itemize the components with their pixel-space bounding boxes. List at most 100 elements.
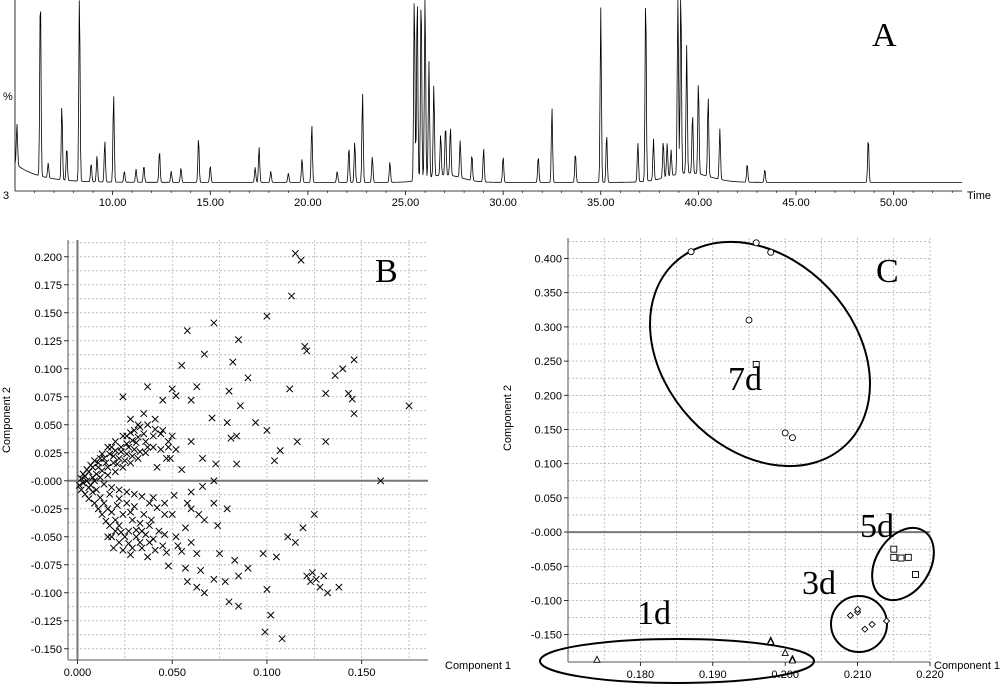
loading-point <box>322 389 330 397</box>
y-tick-label: -0.000 <box>531 527 562 539</box>
loading-point <box>377 477 385 485</box>
time-tick-label: 20.00 <box>294 197 322 209</box>
loadings-plot-panel: 0.200 0.175 0.150 0.125 0.100 0.075 0.050 0.025… <box>1 240 511 679</box>
loading-point <box>113 501 121 509</box>
loading-point <box>183 327 191 335</box>
y-tick-label: 0.400 <box>534 254 562 266</box>
loading-point <box>244 564 252 572</box>
loading-point <box>210 319 218 327</box>
loading-point <box>115 538 123 546</box>
loading-point <box>187 488 195 496</box>
loading-point <box>291 249 299 257</box>
loading-point <box>134 433 142 441</box>
loading-point <box>252 419 260 427</box>
loading-point <box>198 482 207 490</box>
loading-point <box>178 547 186 555</box>
loadings-x-axis-label: Component 1 <box>445 660 511 672</box>
loading-point <box>178 466 186 474</box>
loading-point <box>96 454 104 462</box>
score-point-triangle <box>766 637 775 645</box>
x-tick-label: 0.150 <box>348 667 376 679</box>
loading-point <box>136 519 144 527</box>
scores-x-axis-label: Component 1 <box>934 660 1000 672</box>
loading-point <box>331 371 339 380</box>
loading-point <box>301 342 309 350</box>
time-tick-label: 30.00 <box>489 197 517 209</box>
score-point-triangle <box>781 648 789 656</box>
y-tick-label: 0.150 <box>534 424 562 436</box>
loading-point <box>324 589 332 597</box>
loading-point <box>136 423 144 431</box>
panel-label-b: B <box>375 253 398 290</box>
y-tick-label: 0.200 <box>534 390 562 402</box>
y-tick-label: 0.350 <box>534 288 562 300</box>
loading-point <box>297 256 305 264</box>
scores-y-ticks: 0.400 0.350 0.300 0.250 0.200 0.150 0.100 0.050… <box>531 254 568 642</box>
loading-point <box>193 583 201 591</box>
loading-point <box>132 526 140 534</box>
loading-point <box>77 475 85 483</box>
score-point-circle <box>767 248 775 256</box>
loading-point <box>108 533 116 541</box>
loading-point <box>159 426 167 434</box>
group-label-5d: 5d <box>860 508 894 545</box>
loading-point <box>94 505 102 513</box>
loading-point <box>100 480 108 488</box>
loading-point <box>132 533 140 541</box>
loading-point <box>303 572 311 580</box>
loading-point <box>144 383 152 391</box>
loading-point <box>200 589 208 597</box>
loading-point <box>157 430 165 438</box>
y-tick-label: 0.200 <box>34 252 62 264</box>
loading-point <box>125 527 133 535</box>
loading-point <box>193 383 201 391</box>
loading-point <box>312 575 320 583</box>
ellipse-7d <box>649 240 871 468</box>
score-point-circle <box>781 429 789 437</box>
loading-point <box>200 516 208 524</box>
loading-point <box>344 389 352 397</box>
panel-label-c: C <box>876 253 899 290</box>
y-tick-label: -0.100 <box>31 588 62 600</box>
scores-grid <box>567 238 931 662</box>
loading-point <box>102 459 110 467</box>
loading-point <box>142 531 150 539</box>
loading-point <box>263 312 271 320</box>
loading-point <box>267 611 275 619</box>
score-point-circle <box>745 316 753 324</box>
loading-point <box>153 463 161 471</box>
score-point-circle <box>752 239 760 247</box>
loading-point <box>181 524 190 532</box>
y-tick-label: -0.050 <box>31 532 62 544</box>
loading-point <box>259 550 267 558</box>
y-tick-label: -0.125 <box>31 616 62 628</box>
loading-point <box>117 448 125 456</box>
loading-point <box>197 566 205 574</box>
group-label-7d: 7d <box>728 361 762 398</box>
y-tick-label: -0.150 <box>531 630 562 642</box>
loading-point <box>149 494 157 502</box>
y-tick-label: 0.125 <box>34 336 62 348</box>
loading-point <box>96 494 104 502</box>
loading-point <box>121 457 129 465</box>
loading-point <box>128 452 136 460</box>
loading-point <box>126 415 135 423</box>
loading-point <box>119 510 127 518</box>
loading-point <box>157 445 165 453</box>
loading-point <box>128 436 136 445</box>
loading-point <box>214 522 222 530</box>
loading-point <box>303 347 311 355</box>
loading-point <box>322 438 330 446</box>
loading-point <box>187 538 195 546</box>
loading-point <box>234 602 243 610</box>
loading-point <box>117 528 125 536</box>
score-point-diamond <box>861 625 869 633</box>
loadings-y-axis-label: Component 2 <box>1 387 13 453</box>
score-point-diamond <box>882 617 891 625</box>
score-point-diamond <box>853 605 862 613</box>
loading-point <box>335 583 343 591</box>
loading-point <box>119 463 127 471</box>
loading-point <box>123 450 131 458</box>
loading-point <box>149 432 157 440</box>
loading-point <box>278 635 286 643</box>
